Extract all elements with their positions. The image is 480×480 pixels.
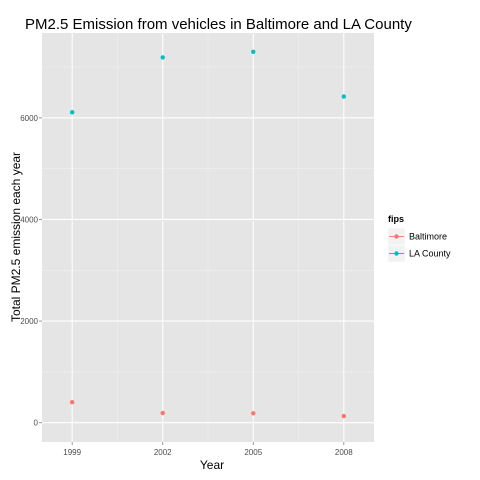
y-tick-label: 6000 (20, 114, 38, 123)
y-tick-label: 0 (34, 419, 39, 428)
x-axis-title: Year (200, 458, 224, 472)
legend-items: Baltimore LA County (387, 227, 451, 263)
major-gridlines (42, 33, 374, 442)
data-point-la-county (69, 110, 75, 115)
x-tick-label: 2002 (154, 448, 172, 457)
legend-title: fips (388, 214, 404, 224)
data-point-baltimore (69, 400, 75, 405)
y-tick-label: 2000 (20, 317, 38, 326)
legend-point-baltimore (394, 234, 399, 239)
y-axis-ticks: 0 2000 4000 6000 (20, 114, 42, 428)
data-point-baltimore (341, 413, 347, 419)
x-axis-ticks: 1999 2002 2005 2008 (63, 442, 353, 457)
data-point-baltimore (251, 411, 256, 416)
x-tick-label: 2005 (244, 448, 262, 457)
data-point-baltimore (160, 410, 165, 416)
y-tick-label: 4000 (20, 215, 38, 224)
legend-label-baltimore: Baltimore (409, 232, 447, 242)
chart-title: PM2.5 Emission from vehicles in Baltimor… (25, 16, 412, 33)
data-points (69, 49, 347, 419)
minor-gridlines (42, 33, 374, 442)
x-tick-label: 1999 (63, 448, 81, 457)
legend-label-la-county: LA County (409, 249, 451, 259)
data-point-la-county (341, 94, 347, 99)
legend-point-la-county (394, 251, 399, 256)
data-point-la-county (251, 49, 256, 54)
data-point-la-county (160, 55, 165, 60)
legend: fips Baltimore LA County (387, 214, 451, 263)
x-tick-label: 2008 (335, 448, 353, 457)
y-axis-title: Total PM2.5 emission each year (9, 152, 23, 322)
